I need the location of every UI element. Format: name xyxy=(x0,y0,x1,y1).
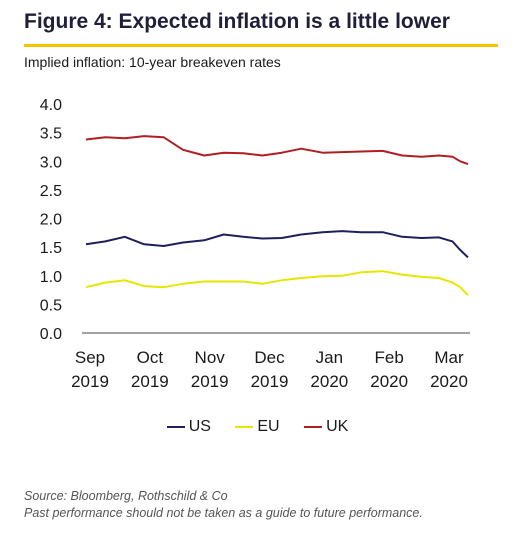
legend-swatch-eu xyxy=(235,425,254,428)
legend-label-uk: UK xyxy=(326,418,349,435)
x-tick-label-year: 2019 xyxy=(251,372,289,391)
y-tick-label: 2.5 xyxy=(40,183,62,200)
legend-item-us: US xyxy=(166,418,211,436)
figure-title: Figure 4: Expected inflation is a little… xyxy=(24,10,450,33)
y-tick-label: 1.0 xyxy=(40,269,62,286)
x-tick-label-year: 2020 xyxy=(310,372,348,391)
x-tick-label-month: Sep xyxy=(75,348,105,367)
x-tick-label-month: Dec xyxy=(254,348,285,367)
x-axis: Sep 2019 Oct 2019 Nov 2019 Dec 2019 Jan 2020 Feb 20… xyxy=(71,332,470,391)
x-tick-label-year: 2019 xyxy=(131,372,169,391)
legend-label-us: US xyxy=(188,418,211,435)
chart-subtitle: Implied inflation: 10-year breakeven rat… xyxy=(24,54,281,70)
x-tick-label-year: 2020 xyxy=(430,372,468,391)
source-note: Source: Bloomberg, Rothschild & Co xyxy=(24,489,228,503)
legend-label-eu: EU xyxy=(257,418,280,435)
title-underline xyxy=(24,44,498,47)
x-tick-label-year: 2019 xyxy=(191,372,229,391)
chart-legend: US EU UK xyxy=(0,418,515,436)
legend-item-uk: UK xyxy=(304,418,348,436)
y-tick-label: 3.5 xyxy=(40,126,62,143)
x-tick-label-year: 2019 xyxy=(71,372,109,391)
y-tick-label: 2.0 xyxy=(40,212,62,229)
x-tick-label-year: 2020 xyxy=(370,372,408,391)
chart-footer: Source: Bloomberg, Rothschild & Co Past … xyxy=(24,488,423,522)
legend-swatch-uk xyxy=(304,425,323,428)
series-line-eu xyxy=(85,270,469,296)
y-tick-label: 0.0 xyxy=(40,326,62,343)
x-tick-label-month: Mar xyxy=(434,348,464,367)
line-chart: 0.0 0.5 1.0 1.5 2.0 2.5 3.0 3.5 4.0 Sep 2019 Oct 20… xyxy=(40,97,470,391)
y-tick-label: 1.5 xyxy=(40,240,62,257)
disclaimer-note: Past performance should not be taken as … xyxy=(24,506,423,520)
y-tick-label: 4.0 xyxy=(40,97,62,114)
y-tick-label: 0.5 xyxy=(40,297,62,314)
x-tick-label-month: Nov xyxy=(195,348,226,367)
x-tick-label-month: Jan xyxy=(316,348,343,367)
x-tick-label-month: Feb xyxy=(375,348,404,367)
legend-swatch-us xyxy=(166,425,185,428)
y-tick-label: 3.0 xyxy=(40,154,62,171)
series-line-uk xyxy=(85,135,469,166)
legend-item-eu: EU xyxy=(235,418,280,436)
series-line-us xyxy=(85,230,469,259)
x-tick-label-month: Oct xyxy=(137,348,164,367)
y-axis: 0.0 0.5 1.0 1.5 2.0 2.5 3.0 3.5 4.0 xyxy=(40,97,62,343)
series-lines xyxy=(85,135,469,296)
